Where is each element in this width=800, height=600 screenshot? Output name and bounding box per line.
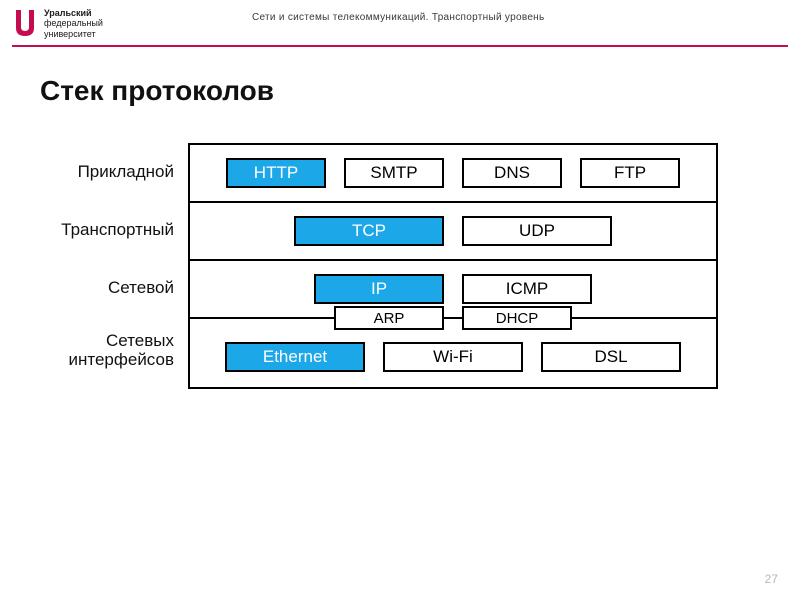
layer-label: Сетевой (40, 259, 188, 317)
protocol-stack-diagram: ПрикладнойТранспортныйСетевойСетевыхинте… (40, 143, 800, 389)
protocol-box: TCP (294, 216, 444, 246)
header-rule (12, 45, 788, 47)
stack-layer: HTTP SMTP DNS FTP (190, 145, 716, 203)
protocol-box: SMTP (344, 158, 444, 188)
stack-box: HTTP SMTP DNS FTP TCP UDP IP ICMP ARP DHCP Etherne… (188, 143, 718, 389)
layer-labels-column: ПрикладнойТранспортныйСетевойСетевыхинте… (40, 143, 188, 389)
header-caption: Сети и системы телекоммуникаций. Транспо… (212, 8, 788, 23)
protocol-box: DSL (541, 342, 681, 372)
stack-layer: ARPDHCPEthernetWi-FiDSL (190, 319, 716, 387)
logo-line-1: Уральский (44, 8, 103, 18)
protocol-box: DNS (462, 158, 562, 188)
slide-title: Стек протоколов (40, 75, 800, 107)
logo-text: Уральский федеральный университет (44, 8, 103, 39)
layer-label: Сетевыхинтерфейсов (40, 317, 188, 385)
protocol-box: UDP (462, 216, 612, 246)
stack-layer: TCP UDP (190, 203, 716, 261)
protocol-box: IP (314, 274, 444, 304)
protocol-box: Wi-Fi (383, 342, 523, 372)
logo-line-2: федеральный (44, 18, 103, 28)
protocol-box: ARP (334, 306, 444, 330)
protocol-box: ICMP (462, 274, 592, 304)
protocol-box: Ethernet (225, 342, 365, 372)
layer-label: Транспортный (40, 201, 188, 259)
protocol-box: FTP (580, 158, 680, 188)
logo-mark-icon (12, 8, 38, 38)
university-logo: Уральский федеральный университет (12, 8, 212, 39)
bridge-row: ARP DHCP (190, 306, 716, 330)
logo-line-3: университет (44, 29, 103, 39)
slide-header: Уральский федеральный университет Сети и… (0, 0, 800, 43)
protocol-box: DHCP (462, 306, 572, 330)
layer-label: Прикладной (40, 143, 188, 201)
page-number: 27 (765, 572, 778, 586)
protocol-box: HTTP (226, 158, 326, 188)
